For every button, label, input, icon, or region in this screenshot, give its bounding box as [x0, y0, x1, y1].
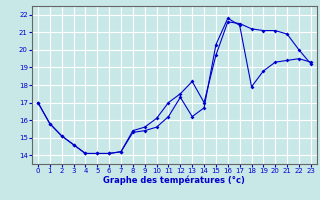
X-axis label: Graphe des températures (°c): Graphe des températures (°c) [103, 176, 245, 185]
